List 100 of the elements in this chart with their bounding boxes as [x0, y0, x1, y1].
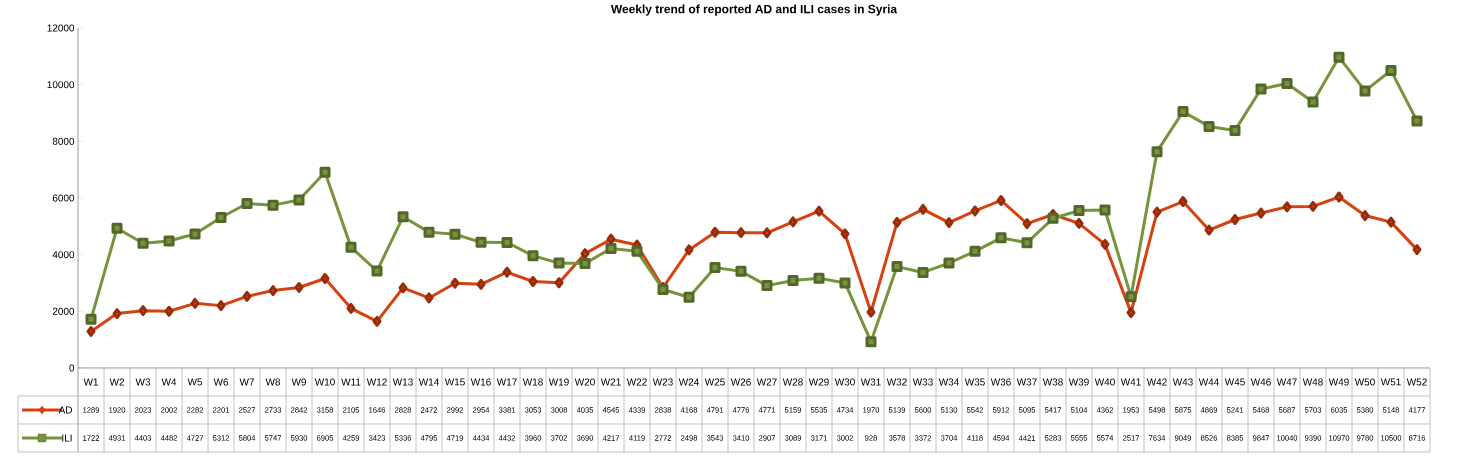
point [1151, 146, 1163, 158]
point [918, 203, 928, 215]
x-tick-label: W43 [1172, 378, 1193, 386]
y-tick-label: 10000 [47, 81, 75, 89]
point [865, 336, 877, 348]
point [1099, 204, 1111, 216]
x-tick-label: W24 [678, 378, 699, 386]
point [1047, 212, 1059, 224]
point [398, 282, 408, 294]
x-tick-label: W41 [1120, 378, 1141, 386]
x-tick-label: W3 [135, 378, 151, 386]
x-tick-label: W42 [1146, 378, 1167, 386]
x-tick-label: W47 [1276, 378, 1297, 386]
point [450, 277, 460, 289]
x-tick-label: W37 [1016, 378, 1037, 386]
x-tick-label: W48 [1302, 378, 1323, 386]
point [1412, 244, 1422, 256]
point [762, 227, 772, 239]
point [761, 280, 773, 292]
x-tick-label: W40 [1094, 378, 1115, 386]
point [1307, 96, 1319, 108]
point [996, 194, 1006, 206]
point [970, 205, 980, 217]
point [215, 211, 227, 223]
x-tick-label: W10 [314, 378, 335, 386]
point [294, 281, 304, 293]
point [189, 228, 201, 240]
chart-title: Weekly trend of reported AD and ILI cases in Syria [610, 4, 898, 16]
point [605, 243, 617, 254]
point [1126, 307, 1136, 319]
x-tick-label: W18 [522, 378, 543, 386]
point [372, 315, 382, 327]
point [267, 199, 279, 211]
x-tick-label: W15 [444, 378, 465, 386]
x-tick-label: W8 [265, 378, 281, 386]
point [813, 272, 825, 284]
point [423, 226, 435, 238]
x-tick-label: W17 [496, 378, 517, 386]
y-tick-label: 6000 [52, 194, 75, 202]
x-tick-label: W11 [341, 378, 361, 386]
x-tick-label: W2 [109, 378, 124, 386]
x-tick-label: W16 [470, 378, 491, 386]
point [631, 245, 643, 257]
point [293, 194, 305, 206]
point [1177, 106, 1189, 118]
x-tick-label: W6 [213, 378, 229, 386]
point [527, 250, 539, 262]
point [1282, 201, 1292, 213]
point [1203, 120, 1215, 132]
x-tick-label: W1 [83, 378, 99, 386]
x-tick-label: W31 [860, 378, 881, 386]
point [346, 302, 356, 314]
point [787, 274, 799, 286]
point [1125, 291, 1137, 303]
point [1204, 224, 1214, 236]
point [320, 273, 330, 285]
x-tick-label: W14 [418, 378, 439, 386]
x-tick-label: W9 [291, 378, 307, 386]
point [268, 285, 278, 297]
point [1255, 83, 1267, 95]
point [85, 313, 97, 325]
point [553, 257, 565, 269]
x-tick-label: W30 [834, 378, 855, 386]
point [190, 297, 200, 309]
point [1281, 78, 1293, 90]
legend-label: AD [58, 406, 73, 414]
point [424, 292, 434, 304]
point [216, 300, 226, 312]
point [1360, 210, 1370, 222]
x-tick-label: W27 [756, 378, 777, 386]
point [710, 226, 720, 238]
point [917, 266, 929, 278]
x-tick-label: W26 [730, 378, 751, 386]
point [111, 222, 123, 234]
x-tick-label: W45 [1224, 378, 1245, 386]
x-tick-label: W19 [548, 378, 569, 386]
point [1256, 207, 1266, 219]
x-tick-label: W34 [938, 378, 959, 386]
x-tick-label: W5 [187, 378, 203, 386]
x-tick-label: W7 [239, 378, 254, 386]
x-tick-label: W51 [1380, 378, 1401, 386]
point [1022, 218, 1032, 230]
point [1334, 191, 1344, 203]
point [112, 308, 122, 320]
point [1385, 64, 1397, 76]
x-tick-label: W38 [1042, 378, 1063, 386]
point [345, 241, 357, 253]
point [1152, 206, 1162, 218]
x-tick-label: W49 [1328, 378, 1349, 386]
x-tick-label: W46 [1250, 378, 1271, 386]
point [138, 305, 148, 317]
x-tick-label: W44 [1198, 378, 1219, 386]
point [1386, 216, 1396, 228]
point [371, 265, 383, 277]
point [866, 306, 876, 318]
point [944, 217, 954, 229]
point [684, 244, 694, 256]
y-tick-label: 8000 [52, 137, 75, 145]
point [788, 216, 798, 228]
x-tick-label: W39 [1068, 378, 1089, 386]
